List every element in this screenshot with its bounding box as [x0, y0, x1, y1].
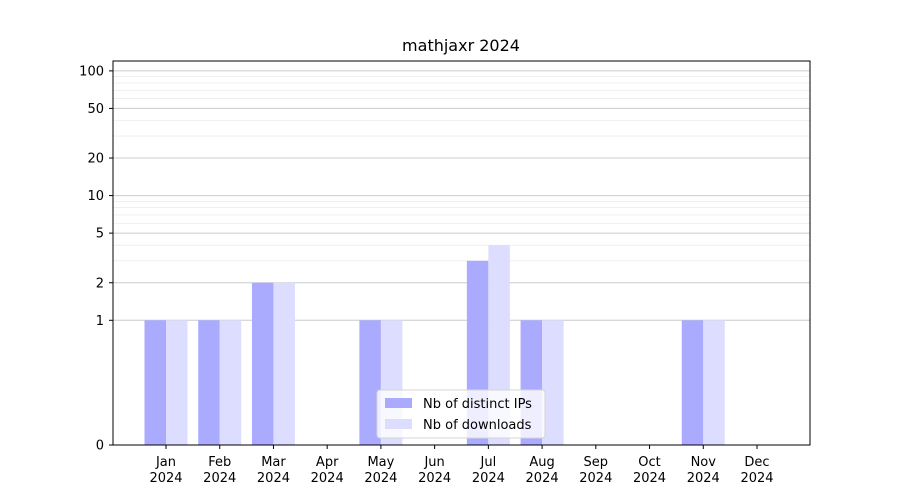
x-tick-label-month: Mar	[261, 455, 286, 470]
bar-downloads-jan	[166, 320, 188, 445]
x-tick-label-year: 2024	[149, 471, 182, 486]
bar-downloads-nov	[703, 320, 725, 445]
x-tick-label-year: 2024	[526, 471, 559, 486]
x-tick-label-month: May	[367, 455, 394, 470]
x-tick-label-month: Jul	[480, 455, 497, 470]
bar-distinct-ips-may	[359, 320, 381, 445]
x-tick-label-year: 2024	[257, 471, 290, 486]
x-tick-label-month: Apr	[316, 455, 339, 470]
bar-downloads-mar	[273, 282, 295, 445]
axes-layer: 0125102050100Jan2024Feb2024Mar2024Apr202…	[79, 60, 811, 486]
grid-layer	[113, 70, 810, 321]
x-tick-label-month: Oct	[638, 455, 660, 470]
legend: Nb of distinct IPs Nb of downloads	[376, 389, 546, 439]
y-tick-label: 10	[87, 189, 104, 204]
x-tick-label-year: 2024	[418, 471, 451, 486]
bar-downloads-feb	[219, 320, 242, 445]
x-tick-label-month: Nov	[691, 455, 717, 470]
x-tick-label-month: Aug	[529, 455, 554, 470]
chart-title: mathjaxr 2024	[402, 36, 520, 55]
x-tick-label-month: Jan	[155, 455, 176, 470]
y-tick-label: 1	[96, 314, 104, 329]
legend-swatch	[385, 398, 412, 408]
bar-distinct-ips-feb	[198, 320, 220, 445]
y-tick-label: 50	[87, 102, 104, 117]
x-tick-label-year: 2024	[579, 471, 612, 486]
x-tick-label-year: 2024	[687, 471, 720, 486]
x-tick-label-year: 2024	[203, 471, 236, 486]
y-tick-label: 5	[96, 227, 104, 242]
bar-distinct-ips-mar	[251, 282, 274, 445]
legend-box	[376, 389, 546, 439]
legend-label: Nb of distinct IPs	[423, 397, 532, 412]
bars-layer	[144, 245, 725, 445]
x-tick-label-month: Jun	[423, 455, 444, 470]
x-tick-label-year: 2024	[633, 471, 666, 486]
x-tick-label-year: 2024	[364, 471, 397, 486]
x-tick-label-year: 2024	[740, 471, 773, 486]
x-tick-label-month: Sep	[584, 455, 609, 470]
legend-label: Nb of downloads	[423, 418, 532, 433]
legend-swatch	[385, 419, 412, 429]
x-tick-label-year: 2024	[311, 471, 344, 486]
bar-distinct-ips-nov	[681, 320, 704, 445]
x-tick-label-month: Feb	[208, 455, 231, 470]
y-tick-label: 20	[87, 152, 104, 167]
x-tick-label-month: Dec	[744, 455, 769, 470]
y-tick-label: 100	[79, 64, 104, 79]
plot-frame	[112, 60, 811, 446]
x-tick-label-year: 2024	[472, 471, 505, 486]
y-tick-label: 2	[96, 276, 104, 291]
bar-downloads-aug	[542, 320, 564, 445]
y-tick-label: 0	[96, 439, 104, 454]
bar-distinct-ips-jan	[144, 320, 166, 445]
